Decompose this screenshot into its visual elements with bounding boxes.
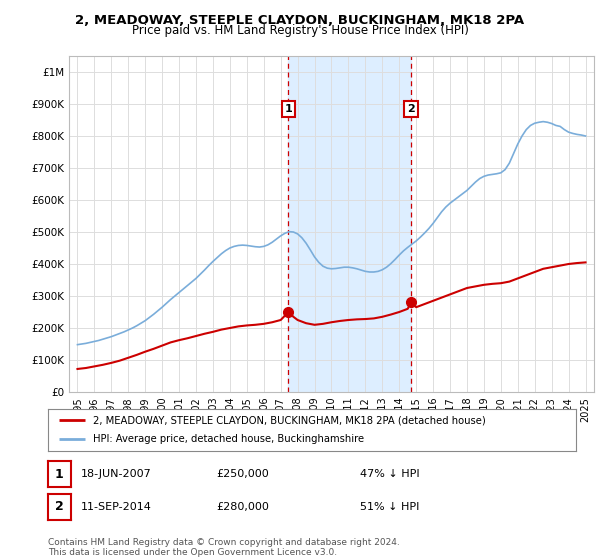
Text: £250,000: £250,000 [216, 469, 269, 479]
Text: 1: 1 [55, 468, 64, 481]
Text: £280,000: £280,000 [216, 502, 269, 512]
Text: 51% ↓ HPI: 51% ↓ HPI [360, 502, 419, 512]
Text: Price paid vs. HM Land Registry's House Price Index (HPI): Price paid vs. HM Land Registry's House … [131, 24, 469, 37]
Text: 11-SEP-2014: 11-SEP-2014 [81, 502, 152, 512]
Text: 18-JUN-2007: 18-JUN-2007 [81, 469, 152, 479]
Text: 2, MEADOWAY, STEEPLE CLAYDON, BUCKINGHAM, MK18 2PA: 2, MEADOWAY, STEEPLE CLAYDON, BUCKINGHAM… [76, 14, 524, 27]
Bar [289, 56, 411, 392]
Text: 2: 2 [55, 500, 64, 514]
Text: 47% ↓ HPI: 47% ↓ HPI [360, 469, 419, 479]
Text: HPI: Average price, detached house, Buckinghamshire: HPI: Average price, detached house, Buck… [93, 435, 364, 445]
Text: 2: 2 [407, 104, 415, 114]
Text: Contains HM Land Registry data © Crown copyright and database right 2024.
This d: Contains HM Land Registry data © Crown c… [48, 538, 400, 557]
Text: 2, MEADOWAY, STEEPLE CLAYDON, BUCKINGHAM, MK18 2PA (detached house): 2, MEADOWAY, STEEPLE CLAYDON, BUCKINGHAM… [93, 415, 485, 425]
Text: 1: 1 [284, 104, 292, 114]
